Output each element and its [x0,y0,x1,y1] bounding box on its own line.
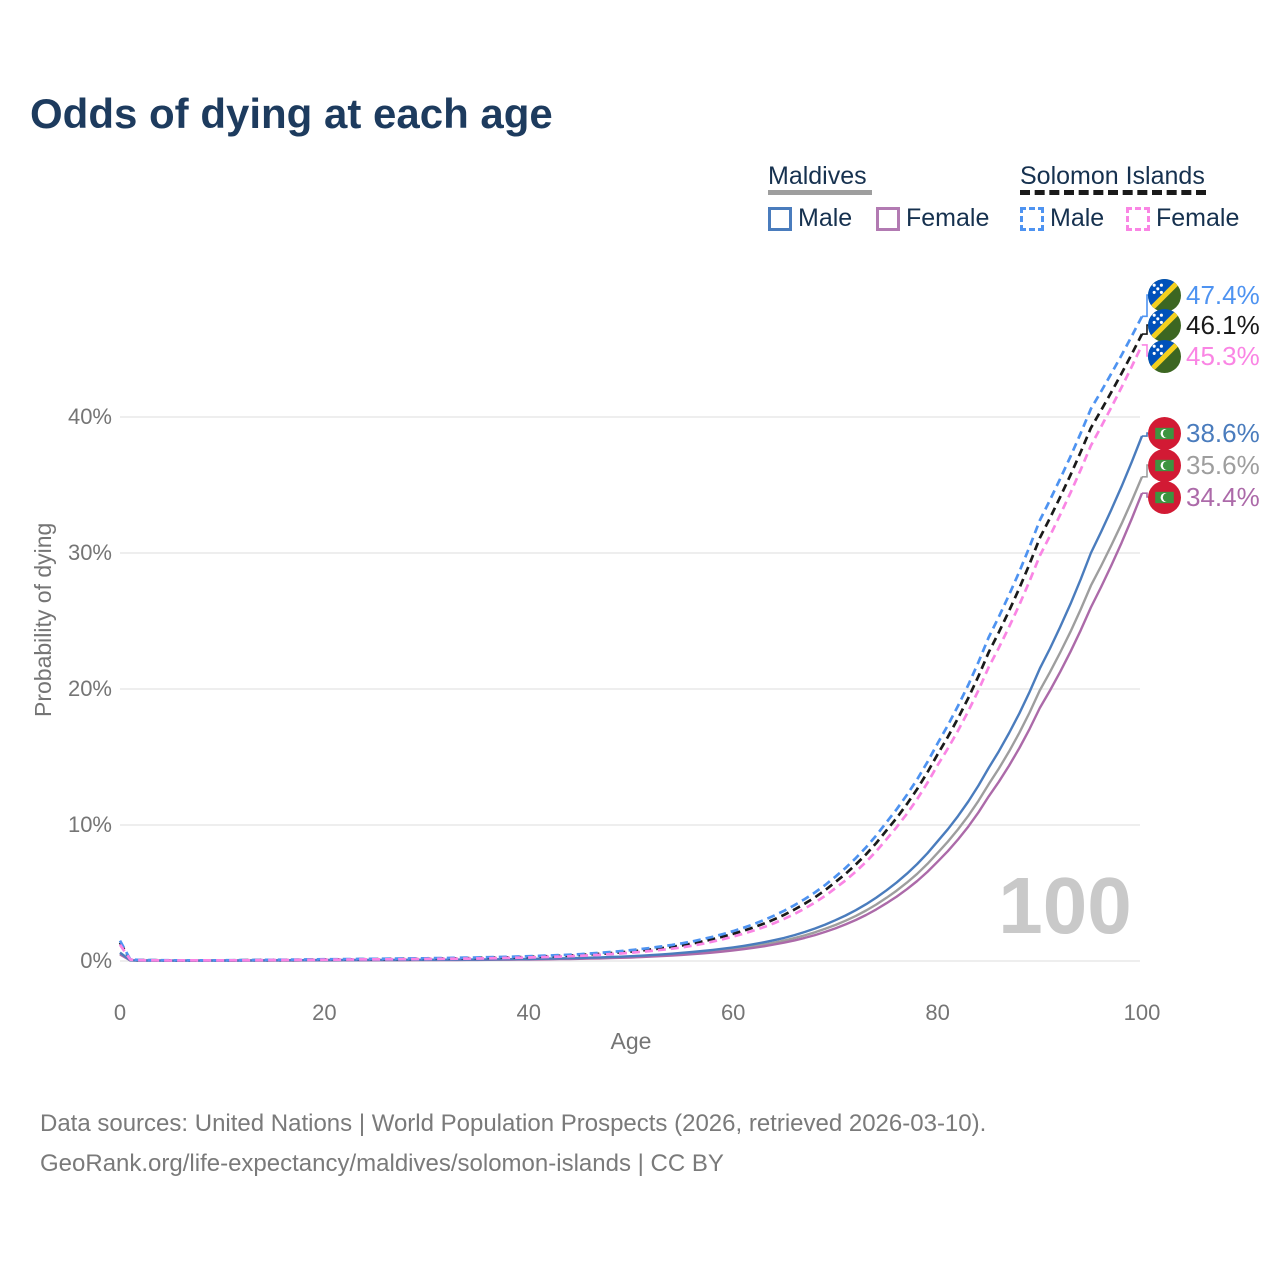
x-tick-label: 40 [516,1000,542,1025]
label-connector [1142,294,1148,318]
end-value-text: 46.1% [1186,309,1260,340]
legend-item-label: Female [906,204,990,232]
label-connector [1142,432,1148,437]
legend-item-label: Male [1050,204,1105,232]
solomon-female-swatch-icon [1126,206,1150,231]
footer-data-sources: Data sources: United Nations | World Pop… [40,1110,987,1137]
maldives-flag-icon [1148,416,1181,450]
age-counter-watermark: 100 [998,861,1132,950]
legend-group-solomon-islands-title: Solomon Islands [1020,162,1205,190]
legend-item-label: Male [798,204,853,232]
legend-item-label: Female [1156,204,1240,232]
label-connector [1142,324,1148,335]
y-tick-label: 30% [67,540,112,565]
solomon-islands-line-swatch [1020,190,1206,195]
series-line [118,315,1144,962]
label-connector [1142,492,1148,498]
x-axis-title: Age [610,1028,652,1054]
y-tick-label: 40% [67,404,112,429]
x-tick-label: 100 [1123,1000,1161,1025]
x-tick-label: 20 [312,1000,337,1025]
series-line [119,435,1144,962]
x-tick-label: 80 [925,1000,950,1025]
maldives-flag-icon [1148,480,1181,514]
series-line [119,492,1144,962]
maldives-line-swatch [768,190,872,195]
end-value-label: 35.6% [1148,448,1260,482]
end-value-text: 47.4% [1186,279,1260,310]
legend-group-maldives-title: Maldives [768,162,867,190]
legend-item-solomon-female[interactable]: Female [1126,204,1239,233]
solomon-islands-flag-icon [1148,308,1181,342]
legend-item-maldives-male[interactable]: Male [768,204,852,233]
series-line [118,344,1144,962]
series-line [119,476,1144,962]
y-tick-label: 20% [67,676,112,701]
maldives-male-swatch-icon [768,206,792,231]
end-value-label: 47.4% [1148,278,1260,312]
maldives-female-swatch-icon [876,206,900,231]
footer-attribution: GeoRank.org/life-expectancy/maldives/sol… [40,1150,724,1177]
end-value-text: 34.4% [1186,481,1260,512]
end-value-text: 35.6% [1186,449,1260,480]
series-line [118,333,1144,962]
y-tick-label: 10% [67,812,112,837]
y-tick-label: 0% [80,948,112,973]
maldives-flag-icon [1148,448,1181,482]
solomon-islands-flag-icon [1148,339,1181,373]
page-title: Odds of dying at each age [30,90,553,137]
legend-item-solomon-male[interactable]: Male [1020,204,1104,233]
x-tick-label: 0 [113,1000,127,1025]
x-tick-label: 60 [720,1000,746,1025]
solomon-male-swatch-icon [1020,206,1044,231]
end-value-label: 38.6% [1148,416,1260,450]
legend-item-maldives-female[interactable]: Female [876,204,989,233]
end-value-text: 45.3% [1186,340,1260,371]
end-value-label: 46.1% [1148,308,1260,342]
label-connector [1142,464,1148,478]
end-value-label: 45.3% [1148,339,1260,373]
label-connector [1142,344,1148,357]
end-value-label: 34.4% [1148,480,1260,514]
solomon-islands-flag-icon [1148,278,1181,312]
end-value-text: 38.6% [1186,417,1260,448]
